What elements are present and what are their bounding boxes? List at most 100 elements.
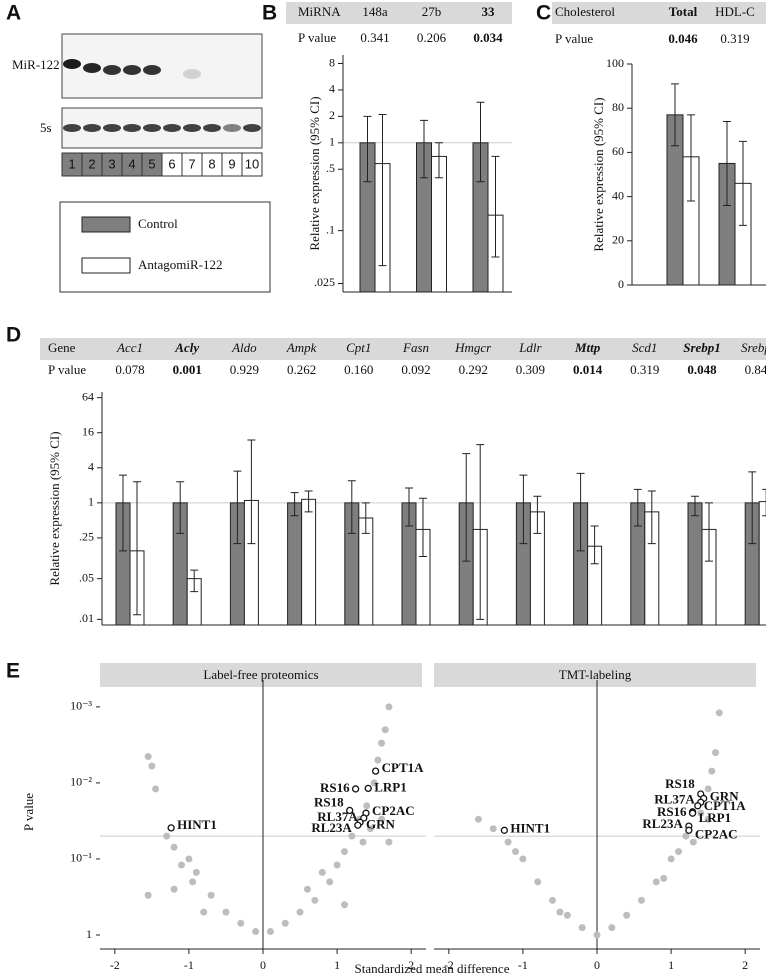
table-category: Hmgcr xyxy=(454,340,492,355)
point xyxy=(370,779,378,787)
table-category: Aldo xyxy=(231,340,257,355)
y-tick-label: 100 xyxy=(606,56,624,70)
point xyxy=(148,762,156,770)
point xyxy=(237,919,245,927)
x-axis-label: Standardized mean difference xyxy=(355,961,510,976)
point xyxy=(697,809,705,817)
highlight-point xyxy=(371,767,380,775)
table-p-value: 0.160 xyxy=(344,362,373,377)
point xyxy=(326,878,334,886)
point-label: RL23A xyxy=(311,820,352,835)
y-tick-label: 64 xyxy=(82,389,94,403)
table-p-value: 0.262 xyxy=(287,362,316,377)
table-p-value: 0.014 xyxy=(573,362,603,377)
y-tick-label: 20 xyxy=(612,233,624,247)
y-tick-label: .05 xyxy=(79,570,94,584)
highlight-point xyxy=(500,826,509,834)
point-label: GRN xyxy=(366,816,396,831)
table-p-value: 0.292 xyxy=(459,362,488,377)
point xyxy=(512,848,519,856)
highlight-point xyxy=(167,824,175,832)
point xyxy=(534,878,542,886)
lane-label: 4 xyxy=(128,156,135,171)
table-category: 27b xyxy=(422,4,442,19)
strip-title: TMT-labeling xyxy=(559,667,632,682)
y-tick-label: 0 xyxy=(618,277,624,291)
y-tick-label: .25 xyxy=(79,530,94,544)
error-bar xyxy=(491,155,500,258)
blot-band xyxy=(183,124,201,132)
legend-label: Control xyxy=(138,216,178,231)
point xyxy=(682,832,690,840)
error-bar xyxy=(633,488,642,527)
error-bar xyxy=(723,120,731,206)
table-row-label: P value xyxy=(48,362,86,377)
blot-band xyxy=(183,69,201,79)
legend-swatch xyxy=(81,216,131,233)
table-category: Ampk xyxy=(286,340,317,355)
point xyxy=(385,703,393,711)
point xyxy=(715,709,723,717)
point xyxy=(608,924,616,932)
point-label: RS16 xyxy=(320,780,350,795)
point xyxy=(207,891,215,899)
x-tick-label: 2 xyxy=(408,958,414,972)
y-tick-label: 16 xyxy=(82,424,94,438)
lane-label: 2 xyxy=(88,156,95,171)
point xyxy=(704,815,712,823)
highlight-point xyxy=(694,802,702,810)
point xyxy=(266,928,274,936)
blot-band xyxy=(163,124,181,132)
bar xyxy=(301,498,317,626)
error-bar xyxy=(671,83,679,147)
error-bar xyxy=(476,444,485,620)
table-header-bg xyxy=(286,2,512,24)
table-p-value: 0.341 xyxy=(360,30,389,45)
bar xyxy=(758,501,766,626)
x-tick-label: 1 xyxy=(668,958,674,972)
point xyxy=(578,924,586,932)
point xyxy=(374,756,382,764)
error-bar xyxy=(363,115,372,183)
error-bar xyxy=(347,480,356,534)
y-tick-label: 2 xyxy=(329,108,335,122)
point xyxy=(504,838,512,846)
x-tick-label: 0 xyxy=(594,958,600,972)
point xyxy=(152,785,160,793)
point-label: RL37A xyxy=(317,809,358,824)
bar xyxy=(287,502,303,626)
y-tick-label: 40 xyxy=(612,188,624,202)
highlight-point xyxy=(688,809,697,817)
highlight-point xyxy=(351,785,360,793)
point xyxy=(348,832,356,840)
x-tick-label: -1 xyxy=(518,958,528,972)
point xyxy=(549,896,557,904)
point xyxy=(689,838,697,846)
error-bar xyxy=(420,119,428,179)
table-p-value: 0.206 xyxy=(417,30,447,45)
table-p-value: 0.001 xyxy=(173,362,202,377)
lane-label: 6 xyxy=(168,156,175,171)
x-tick-label: 1 xyxy=(334,958,340,972)
y-tick-label: .1 xyxy=(326,222,335,236)
point xyxy=(378,815,386,823)
blot-band xyxy=(123,65,141,75)
point xyxy=(192,868,200,876)
point xyxy=(637,896,645,904)
point xyxy=(381,726,389,734)
blot-band xyxy=(203,124,221,132)
table-category: Srebp1 xyxy=(683,340,721,355)
point xyxy=(296,908,304,916)
y-axis-label: Relative expression (95% CI) xyxy=(591,97,606,251)
error-bar xyxy=(304,490,313,513)
point xyxy=(366,825,374,833)
error-bar xyxy=(435,142,443,179)
table-category: Total xyxy=(669,4,698,19)
y-tick-label: 1 xyxy=(86,927,92,941)
point xyxy=(623,911,631,919)
y-tick-label: 4 xyxy=(88,460,94,474)
point-label: HINT1 xyxy=(177,817,217,832)
error-bar xyxy=(762,488,766,517)
table-p-value: 0.929 xyxy=(230,362,259,377)
error-bar xyxy=(748,471,757,545)
